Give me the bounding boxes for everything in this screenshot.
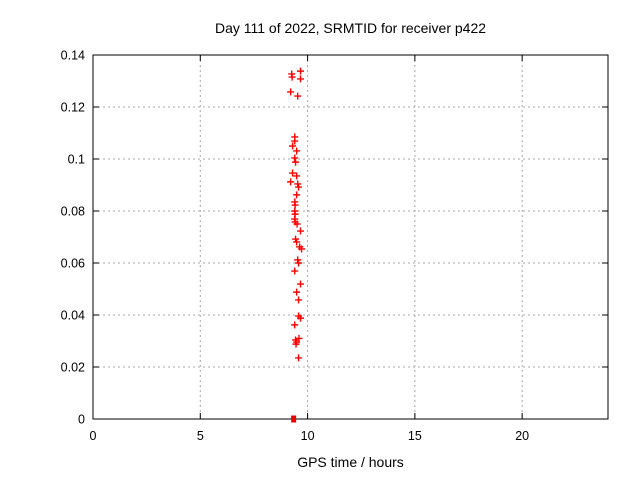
x-tick-label: 15 xyxy=(408,429,422,443)
data-point-plus xyxy=(297,314,305,322)
y-tick-label: 0.08 xyxy=(61,205,85,219)
data-point-plus xyxy=(293,238,301,246)
data-point-square xyxy=(291,415,297,423)
data-point-plus xyxy=(294,92,302,100)
y-tick-label: 0.02 xyxy=(61,361,85,375)
data-point-plus xyxy=(289,169,297,177)
data-point-plus xyxy=(291,201,299,209)
data-point-plus xyxy=(295,354,303,362)
x-tick-label: 10 xyxy=(301,429,315,443)
x-axis-label: GPS time / hours xyxy=(297,454,404,470)
data-point-plus xyxy=(292,340,300,348)
y-tick-label: 0.04 xyxy=(61,309,85,323)
data-point-plus xyxy=(291,137,299,145)
x-tick-label: 5 xyxy=(197,429,204,443)
data-point-plus xyxy=(291,154,299,162)
data-point-plus xyxy=(291,267,299,275)
data-point-plus xyxy=(293,191,301,199)
data-point-plus xyxy=(293,172,301,180)
x-tick-label: 20 xyxy=(515,429,529,443)
data-point-plus xyxy=(293,288,301,296)
x-tick-label: 0 xyxy=(90,429,97,443)
data-point-plus xyxy=(287,178,295,186)
data-point-plus xyxy=(291,321,299,329)
data-point-plus xyxy=(293,147,301,155)
data-point-plus xyxy=(298,245,306,253)
chart-title: Day 111 of 2022, SRMTID for receiver p42… xyxy=(214,20,487,36)
data-point-plus xyxy=(295,183,303,191)
y-tick-label: 0 xyxy=(78,413,85,427)
data-point-plus xyxy=(297,75,305,83)
data-point-plus xyxy=(293,220,301,228)
data-point-plus xyxy=(295,334,303,342)
data-point-plus xyxy=(294,256,302,264)
data-point-plus xyxy=(292,158,300,166)
data-point-plus xyxy=(295,259,303,267)
y-tick-label: 0.14 xyxy=(61,49,85,63)
data-point-plus xyxy=(297,280,305,288)
data-point-plus xyxy=(288,73,296,81)
y-tick-label: 0.12 xyxy=(61,101,85,115)
data-point-plus xyxy=(289,142,297,150)
data-point-plus xyxy=(295,296,303,304)
data-point-plus xyxy=(287,88,295,96)
data-point-plus xyxy=(294,180,302,188)
y-tick-label: 0.1 xyxy=(68,153,85,167)
plot-border xyxy=(92,54,609,420)
data-point-plus xyxy=(297,227,305,235)
data-point-plus xyxy=(297,67,305,75)
y-tick-label: 0.06 xyxy=(61,257,85,271)
